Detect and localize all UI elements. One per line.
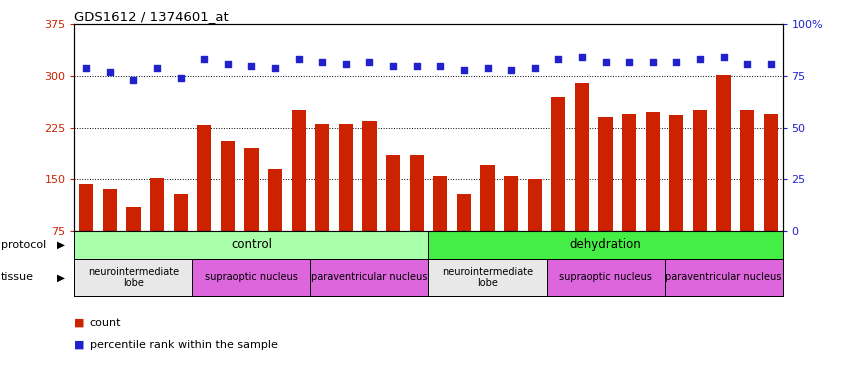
Bar — [310, 259, 429, 296]
Point — [387, 63, 400, 69]
Bar — [386, 155, 400, 231]
Text: control: control — [231, 238, 272, 251]
Point — [764, 60, 777, 67]
Point — [244, 63, 258, 69]
Bar — [102, 189, 117, 231]
Bar — [574, 83, 589, 231]
Bar — [764, 114, 777, 231]
Point — [292, 56, 305, 62]
Bar — [622, 114, 636, 231]
Bar — [429, 231, 783, 259]
Bar — [221, 141, 235, 231]
Point — [646, 58, 660, 64]
Bar — [740, 110, 755, 231]
Point — [80, 64, 93, 70]
Point — [174, 75, 188, 81]
Bar — [481, 165, 495, 231]
Bar — [409, 155, 424, 231]
Text: ▶: ▶ — [57, 240, 64, 250]
Point — [410, 63, 424, 69]
Bar — [552, 97, 565, 231]
Point — [528, 64, 541, 70]
Bar — [126, 207, 140, 231]
Point — [693, 56, 706, 62]
Point — [363, 58, 376, 64]
Point — [504, 67, 518, 73]
Bar — [74, 259, 192, 296]
Point — [552, 56, 565, 62]
Bar — [665, 259, 783, 296]
Point — [740, 60, 754, 67]
Text: supraoptic nucleus: supraoptic nucleus — [559, 273, 652, 282]
Bar — [429, 259, 547, 296]
Bar — [268, 169, 283, 231]
Bar — [150, 178, 164, 231]
Bar — [173, 194, 188, 231]
Bar — [292, 110, 305, 231]
Text: ▶: ▶ — [57, 273, 64, 282]
Bar — [598, 117, 613, 231]
Bar — [645, 112, 660, 231]
Bar — [74, 231, 429, 259]
Point — [481, 64, 494, 70]
Point — [717, 54, 730, 60]
Point — [457, 67, 470, 73]
Text: neurointermediate
lobe: neurointermediate lobe — [88, 267, 179, 288]
Bar — [693, 110, 707, 231]
Text: paraventricular nucleus: paraventricular nucleus — [311, 273, 428, 282]
Bar — [316, 124, 329, 231]
Point — [197, 56, 211, 62]
Text: paraventricular nucleus: paraventricular nucleus — [665, 273, 782, 282]
Point — [151, 64, 164, 70]
Bar — [504, 176, 519, 231]
Point — [433, 63, 447, 69]
Bar — [669, 115, 684, 231]
Text: ■: ■ — [74, 340, 85, 350]
Text: ■: ■ — [74, 318, 85, 327]
Bar — [338, 124, 353, 231]
Bar — [362, 121, 376, 231]
Point — [599, 58, 613, 64]
Bar — [717, 75, 731, 231]
Bar — [244, 148, 259, 231]
Text: count: count — [90, 318, 121, 327]
Point — [669, 58, 683, 64]
Bar — [457, 194, 471, 231]
Point — [623, 58, 636, 64]
Text: protocol: protocol — [1, 240, 46, 250]
Bar — [193, 259, 310, 296]
Point — [268, 64, 282, 70]
Bar — [433, 176, 448, 231]
Point — [339, 60, 353, 67]
Point — [127, 77, 140, 83]
Point — [575, 54, 589, 60]
Text: neurointermediate
lobe: neurointermediate lobe — [442, 267, 533, 288]
Point — [103, 69, 117, 75]
Text: GDS1612 / 1374601_at: GDS1612 / 1374601_at — [74, 10, 229, 23]
Text: supraoptic nucleus: supraoptic nucleus — [205, 273, 298, 282]
Point — [316, 58, 329, 64]
Bar — [547, 259, 665, 296]
Text: tissue: tissue — [1, 273, 34, 282]
Text: percentile rank within the sample: percentile rank within the sample — [90, 340, 277, 350]
Point — [221, 60, 234, 67]
Bar — [80, 184, 93, 231]
Bar — [197, 125, 212, 231]
Text: dehydration: dehydration — [569, 238, 641, 251]
Bar — [528, 179, 541, 231]
